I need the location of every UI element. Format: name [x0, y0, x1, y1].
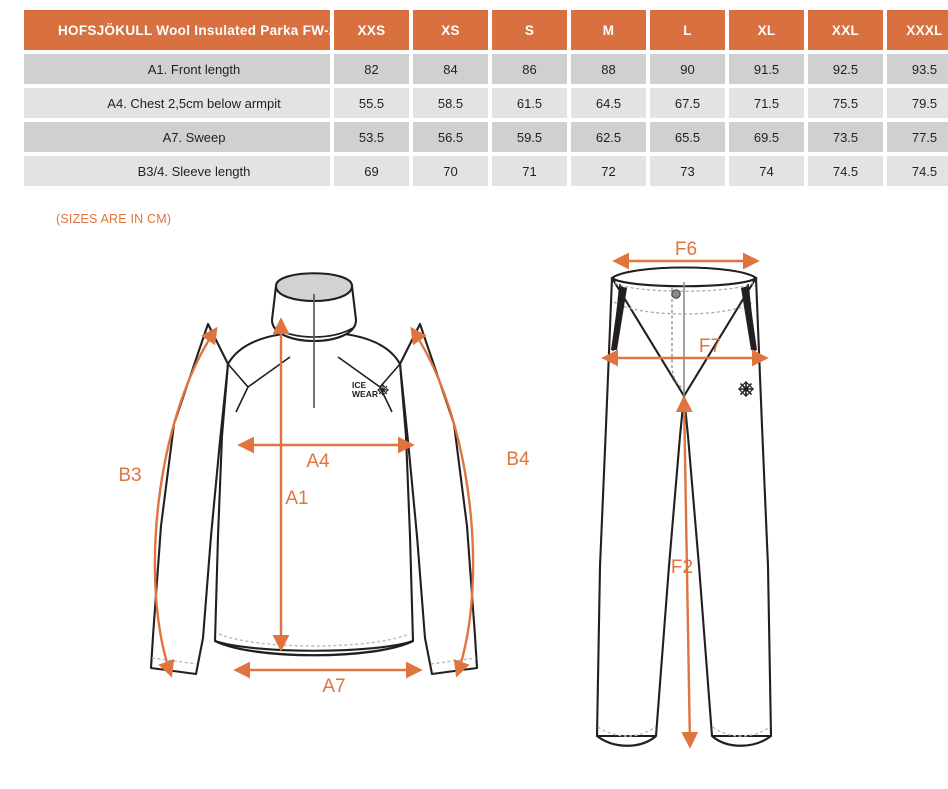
measurement-value: 73: [650, 156, 725, 186]
a1-measure-label: A1: [285, 488, 308, 509]
measurement-value: 69: [334, 156, 409, 186]
measurement-value: 61.5: [492, 88, 567, 118]
table-row: B3/4. Sleeve length 69 70 71 72 73 74 74…: [24, 156, 948, 186]
snowflake-icon: [738, 381, 754, 397]
measurement-value: 71: [492, 156, 567, 186]
size-column-header-xl: XL: [729, 10, 804, 50]
measurement-value: 92.5: [808, 54, 883, 84]
measurement-label: A7. Sweep: [24, 122, 330, 152]
jacket-collar-opening: [274, 272, 354, 302]
measurement-value: 84: [413, 54, 488, 84]
measurement-value: 56.5: [413, 122, 488, 152]
measurement-label: A4. Chest 2,5cm below armpit: [24, 88, 330, 118]
snowflake-icon: [377, 384, 389, 396]
trousers-right-hem: [711, 735, 772, 747]
measurement-value: 69.5: [729, 122, 804, 152]
trousers-right-hem-stitch: [712, 726, 771, 737]
table-header: HOFSJÖKULL Wool Insulated Parka FW-23 XX…: [24, 10, 948, 50]
measurement-value: 88: [571, 54, 646, 84]
size-column-header-xxl: XXL: [808, 10, 883, 50]
measurement-value: 64.5: [571, 88, 646, 118]
measurement-value: 74: [729, 156, 804, 186]
b4-measure-label: B4: [506, 449, 530, 470]
brand-text-line1: ICE: [352, 380, 367, 390]
trousers-left-leg: [595, 276, 686, 738]
measurement-value: 70: [413, 156, 488, 186]
measurement-value: 72: [571, 156, 646, 186]
trousers-right-leg: [682, 276, 773, 738]
b4-measure-arrow: [410, 326, 475, 678]
size-column-header-xs: XS: [413, 10, 488, 50]
measurement-value: 65.5: [650, 122, 725, 152]
product-title-cell: HOFSJÖKULL Wool Insulated Parka FW-23: [24, 10, 330, 50]
garment-diagrams: ICE WEAR A4 A1 A7 B3 B4: [0, 236, 948, 789]
measurement-value: 67.5: [650, 88, 725, 118]
size-column-header-xxxl: XXXL: [887, 10, 948, 50]
a4-measure-label: A4: [306, 451, 330, 472]
jacket-hem: [214, 639, 414, 657]
measurement-value: 93.5: [887, 54, 948, 84]
jacket-body: [213, 330, 415, 652]
measurement-value: 91.5: [729, 54, 804, 84]
size-chart-table-container: HOFSJÖKULL Wool Insulated Parka FW-23 XX…: [24, 10, 948, 186]
table-row: A7. Sweep 53.5 56.5 59.5 62.5 65.5 69.5 …: [24, 122, 948, 152]
measurement-value: 59.5: [492, 122, 567, 152]
measurement-value: 74.5: [808, 156, 883, 186]
size-column-header-m: M: [571, 10, 646, 50]
f7-measure-label: F7: [699, 336, 721, 357]
measurement-value: 53.5: [334, 122, 409, 152]
measurement-label: B3/4. Sleeve length: [24, 156, 330, 186]
f2-measure-label: F2: [671, 557, 693, 578]
b3-measure-label: B3: [118, 465, 141, 486]
measurement-value: 79.5: [887, 88, 948, 118]
measurement-value: 82: [334, 54, 409, 84]
jacket-hem-stitch: [218, 633, 410, 647]
measurement-value: 77.5: [887, 122, 948, 152]
measurement-value: 58.5: [413, 88, 488, 118]
measurement-value: 71.5: [729, 88, 804, 118]
f6-measure-label: F6: [675, 239, 697, 260]
size-column-header-l: L: [650, 10, 725, 50]
b3-measure-arrow: [153, 326, 218, 678]
table-row: A4. Chest 2,5cm below armpit 55.5 58.5 6…: [24, 88, 948, 118]
trousers-left-hem: [596, 735, 657, 747]
jacket-diagram: ICE WEAR A4 A1 A7 B3 B4: [118, 272, 530, 697]
trousers-right-pocket-fill: [741, 286, 757, 350]
jacket-right-shoulder-line: [337, 356, 381, 388]
brand-logo: ICE WEAR: [352, 380, 389, 399]
units-note: (SIZES ARE IN CM): [56, 212, 172, 226]
f2-measure-arrow: [675, 395, 699, 749]
table-row: A1. Front length 82 84 86 88 90 91.5 92.…: [24, 54, 948, 84]
brand-text-line2: WEAR: [352, 389, 378, 399]
size-column-header-s: S: [492, 10, 567, 50]
measurement-value: 86: [492, 54, 567, 84]
measurement-value: 62.5: [571, 122, 646, 152]
measurement-value: 90: [650, 54, 725, 84]
table-header-row: HOFSJÖKULL Wool Insulated Parka FW-23 XX…: [24, 10, 948, 50]
a7-measure-label: A7: [322, 676, 345, 697]
trousers-diagram: F6 F7 F2: [595, 239, 773, 749]
trousers-button: [671, 289, 681, 299]
size-chart-table: HOFSJÖKULL Wool Insulated Parka FW-23 XX…: [20, 6, 948, 190]
trousers-left-hem-stitch: [597, 726, 656, 737]
table-body: A1. Front length 82 84 86 88 90 91.5 92.…: [24, 54, 948, 186]
measurement-value: 75.5: [808, 88, 883, 118]
trousers-fly-stitch: [671, 288, 685, 391]
measurement-label: A1. Front length: [24, 54, 330, 84]
size-column-header-xxs: XXS: [334, 10, 409, 50]
measurement-value: 55.5: [334, 88, 409, 118]
measurement-value: 73.5: [808, 122, 883, 152]
trousers-left-pocket-fill: [611, 286, 627, 350]
measurement-value: 74.5: [887, 156, 948, 186]
